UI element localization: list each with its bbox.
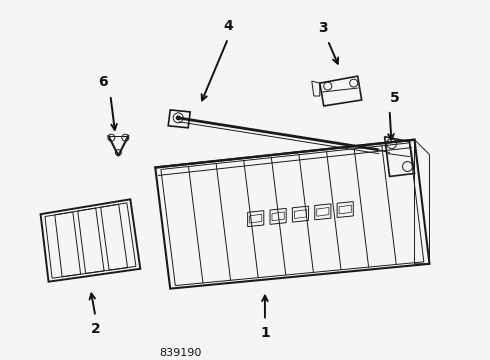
Text: 3: 3 bbox=[318, 21, 328, 35]
Circle shape bbox=[176, 116, 180, 120]
Text: 839190: 839190 bbox=[159, 348, 201, 358]
Text: 5: 5 bbox=[390, 91, 399, 105]
Text: 2: 2 bbox=[91, 322, 100, 336]
Text: 1: 1 bbox=[260, 326, 270, 340]
Text: 6: 6 bbox=[98, 75, 108, 89]
Text: 4: 4 bbox=[223, 18, 233, 32]
